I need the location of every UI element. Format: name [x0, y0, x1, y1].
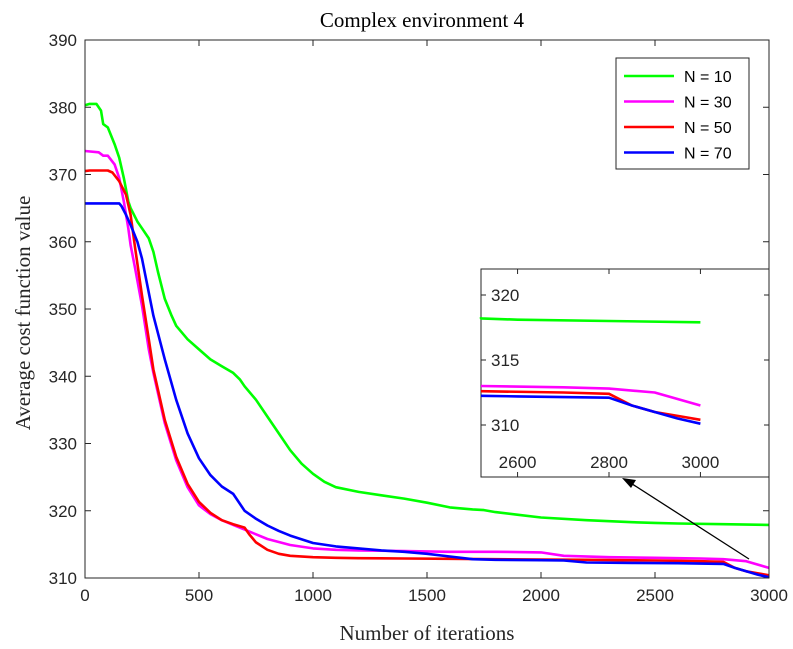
inset-y-tick-label: 320 — [491, 286, 519, 305]
chart-title: Complex environment 4 — [320, 8, 525, 32]
series-line-0 — [84, 102, 770, 527]
inset-series-line-1 — [480, 384, 701, 407]
y-tick-label: 310 — [49, 569, 77, 588]
legend: N = 10 N = 30 N = 50 N = 70 — [615, 57, 750, 170]
legend-label-3: N = 70 — [684, 146, 732, 163]
x-tick-label: 1500 — [408, 586, 446, 605]
legend-label-0: N = 10 — [684, 69, 732, 86]
x-tick-label: 2000 — [522, 586, 560, 605]
x-tick-label: 2500 — [636, 586, 674, 605]
legend-label-1: N = 30 — [684, 95, 732, 112]
x-axis-label: Number of iterations — [340, 621, 515, 645]
main-series-group — [84, 102, 770, 579]
y-tick-label: 370 — [49, 166, 77, 185]
inset-series-line-3 — [480, 394, 701, 425]
inset-frame — [480, 268, 770, 478]
series-line-3 — [85, 202, 770, 579]
legend-label-2: N = 50 — [684, 120, 732, 137]
x-tick-label: 3000 — [750, 586, 788, 605]
inset-x-tick-label: 2800 — [590, 453, 628, 472]
inset-y-tick-label: 310 — [491, 416, 519, 435]
inset-series-group — [479, 317, 701, 425]
arrow-head — [622, 478, 636, 488]
y-tick-label: 340 — [49, 367, 77, 386]
inset-x-tick-label: 3000 — [682, 453, 720, 472]
y-tick-label: 330 — [49, 435, 77, 454]
y-tick-label: 380 — [49, 98, 77, 117]
inset-series-line-0 — [479, 317, 701, 324]
main-axis-ticks: 0 500 1000 1500 2000 2500 3000 310 320 330 340 350 3… — [49, 31, 788, 605]
x-tick-label: 0 — [80, 586, 89, 605]
zoom-inset: 2600 2800 3000 310 315 320 — [479, 268, 770, 478]
y-axis-label: Average cost function value — [11, 196, 35, 431]
y-tick-label: 320 — [49, 502, 77, 521]
arrow-line — [625, 479, 750, 560]
inset-axis-ticks: 2600 2800 3000 310 315 320 — [481, 269, 769, 477]
y-tick-label: 390 — [49, 31, 77, 50]
x-tick-label: 1000 — [294, 586, 332, 605]
inset-arrow — [622, 478, 750, 560]
inset-y-tick-label: 315 — [491, 351, 519, 370]
x-tick-label: 500 — [185, 586, 213, 605]
inset-x-tick-label: 2600 — [499, 453, 537, 472]
y-tick-label: 350 — [49, 300, 77, 319]
y-tick-label: 360 — [49, 233, 77, 252]
